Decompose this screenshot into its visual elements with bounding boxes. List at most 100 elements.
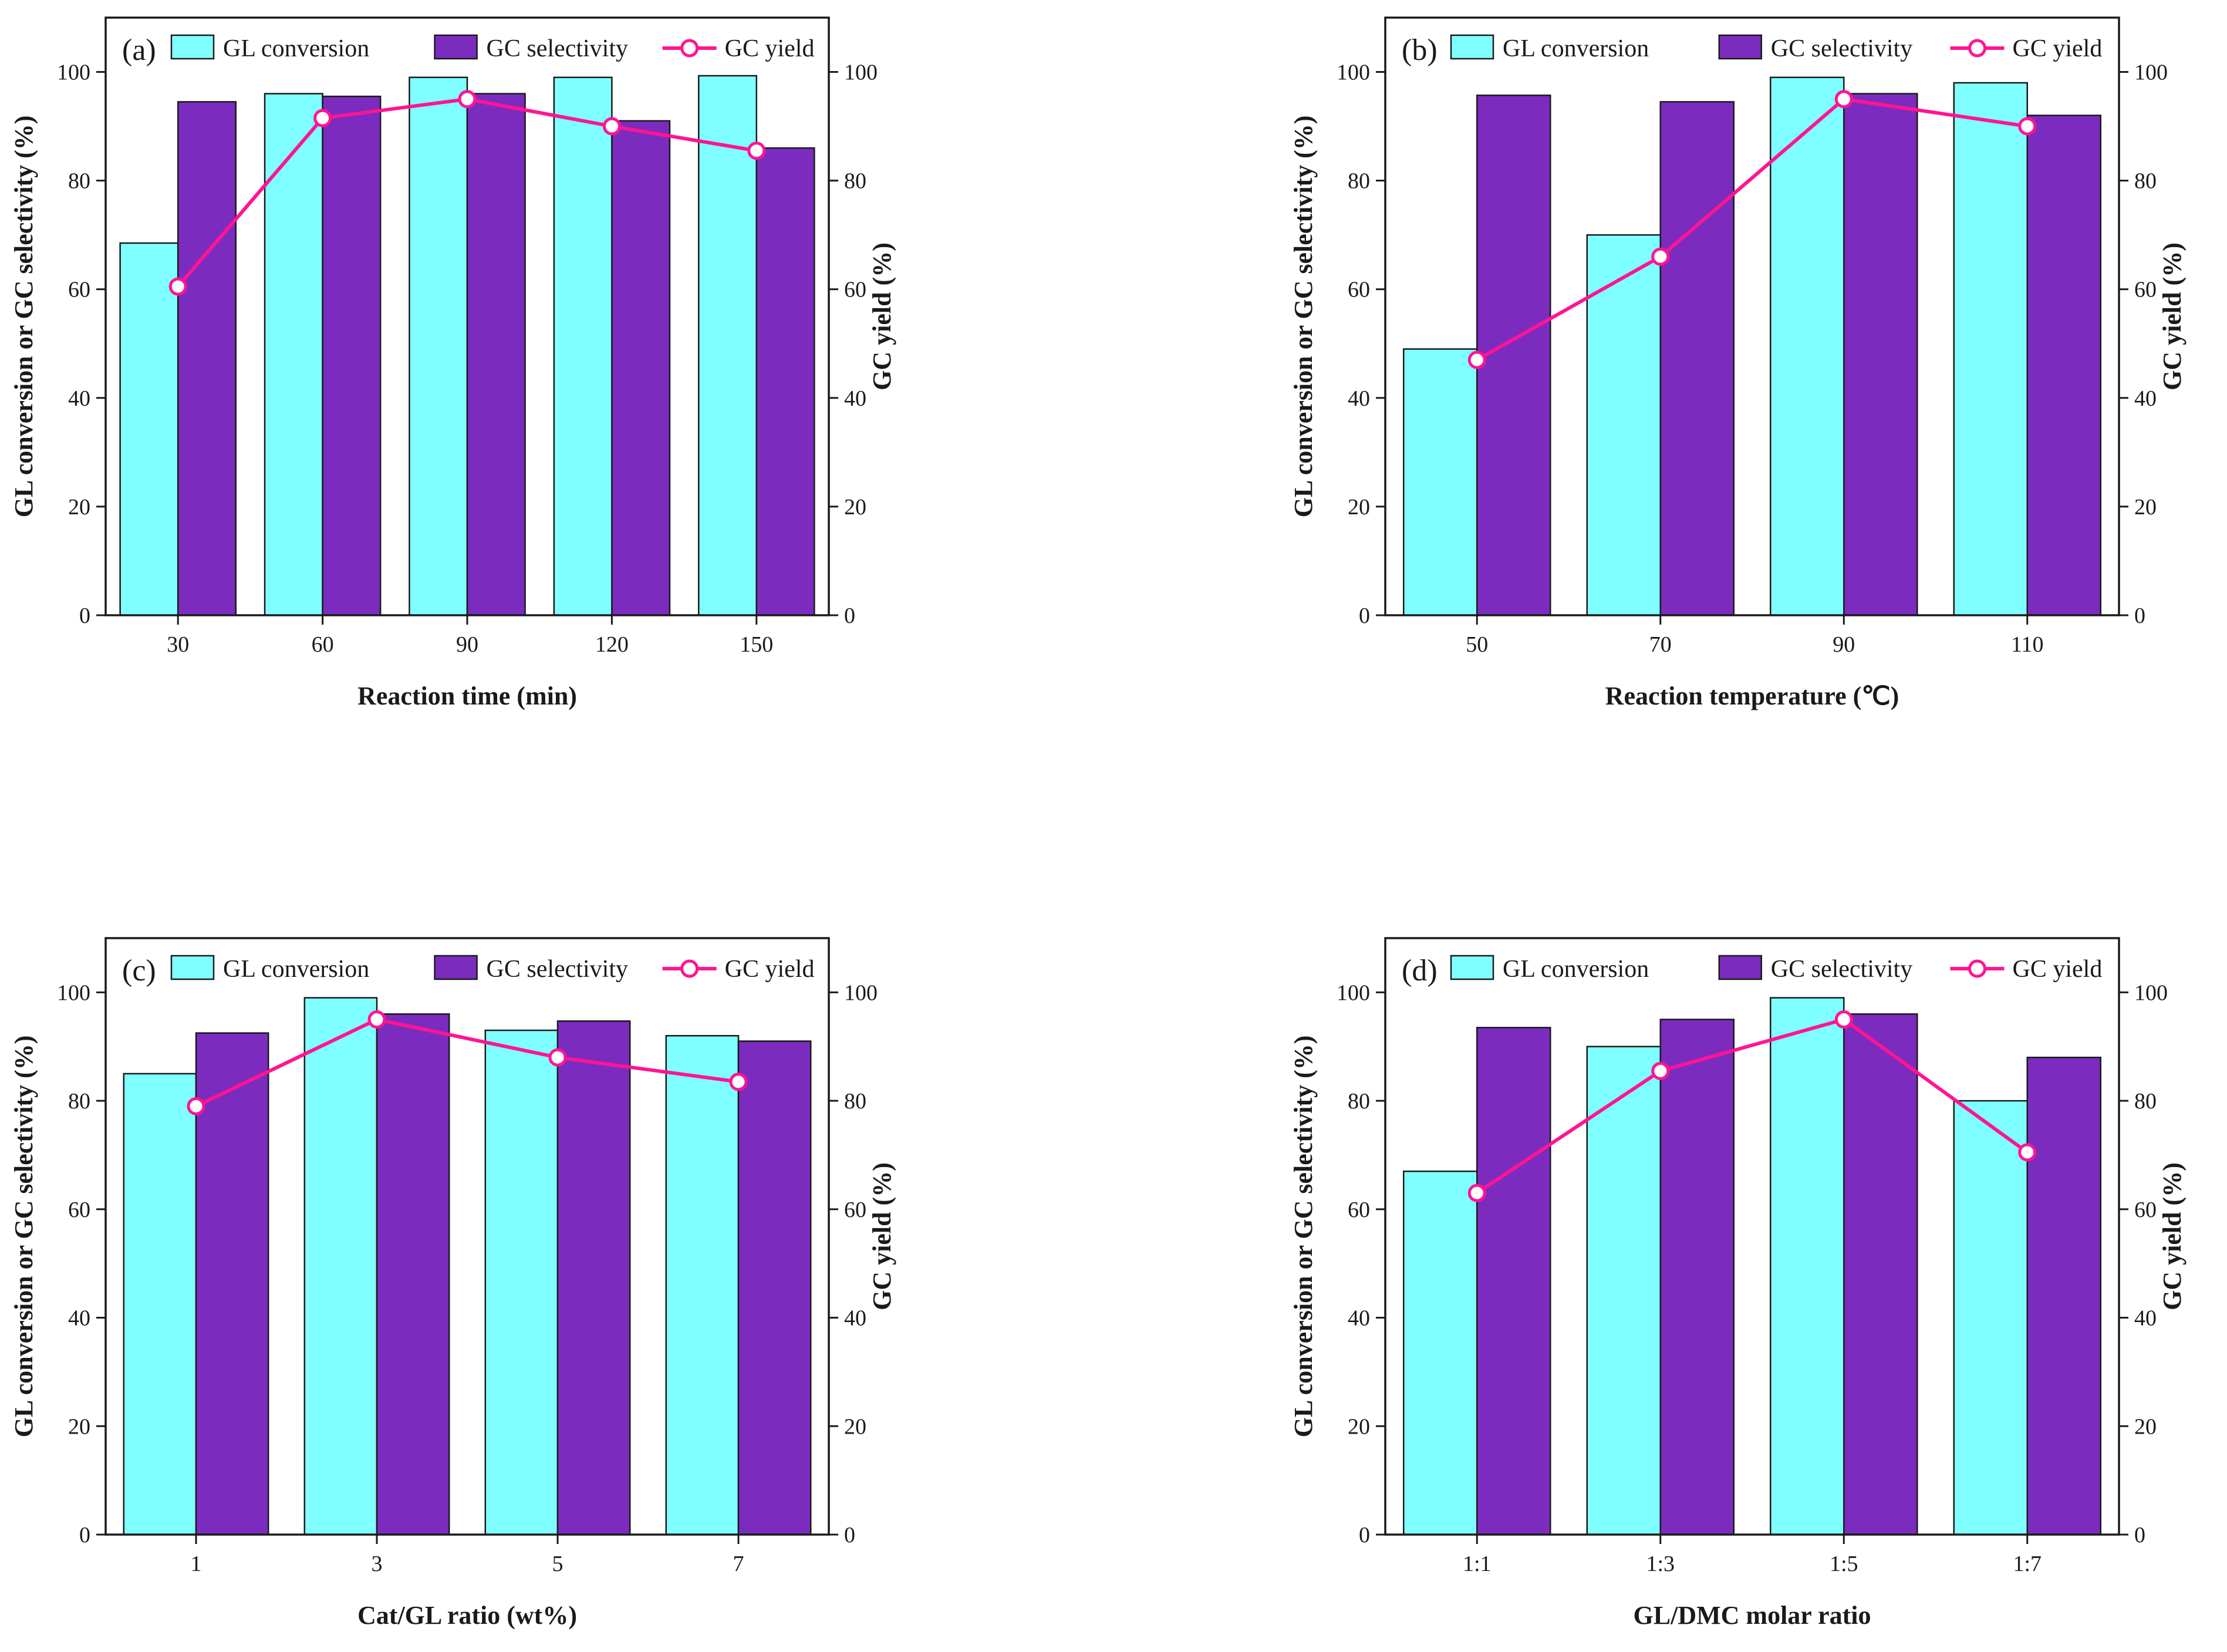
x-axis-title: Reaction time (min) bbox=[357, 682, 577, 710]
bar-gc-selectivity bbox=[195, 1032, 269, 1536]
x-tick-label: 3 bbox=[372, 1552, 383, 1576]
y-tick-label: 100 bbox=[1337, 980, 1370, 1005]
y-tick-label: 60 bbox=[68, 278, 90, 302]
legend-swatch-selectivity bbox=[434, 955, 478, 980]
y2-axis-title: GC yield (%) bbox=[868, 1162, 896, 1310]
gc-yield-point bbox=[602, 117, 621, 136]
gc-yield-point bbox=[2018, 1143, 2037, 1162]
y2-tick-label: 60 bbox=[844, 278, 866, 302]
y2-tick-label: 0 bbox=[844, 604, 855, 628]
y-axis-title: GL conversion or GC selectivity (%) bbox=[9, 116, 38, 518]
bar-gl-conversion bbox=[409, 76, 468, 616]
y2-tick-label: 60 bbox=[2134, 278, 2157, 302]
legend-label-selectivity: GC selectivity bbox=[487, 956, 628, 983]
plot-frame bbox=[104, 937, 830, 1536]
legend-label-conversion: GL conversion bbox=[223, 956, 369, 983]
y-tick-label: 40 bbox=[68, 1306, 90, 1331]
gc-yield-point bbox=[1651, 247, 1670, 266]
y-tick-label: 80 bbox=[68, 1089, 90, 1114]
gc-yield-point bbox=[1834, 1010, 1853, 1029]
x-tick-label: 1:3 bbox=[1646, 1552, 1675, 1576]
y-axis-title: GL conversion or GC selectivity (%) bbox=[1289, 1036, 1318, 1438]
x-tick-label: 70 bbox=[1649, 632, 1672, 657]
gc-yield-point bbox=[1834, 90, 1853, 109]
y2-tick-label: 0 bbox=[844, 1523, 855, 1548]
x-tick-label: 5 bbox=[552, 1552, 564, 1576]
y-tick-label: 60 bbox=[1348, 1198, 1370, 1222]
bar-gc-selectivity bbox=[1843, 93, 1918, 616]
y2-tick-label: 20 bbox=[2134, 1414, 2157, 1439]
y-tick-label: 0 bbox=[1359, 604, 1370, 628]
gc-yield-point bbox=[168, 277, 187, 296]
legend-swatch-conversion bbox=[1450, 955, 1494, 980]
legend-swatch-selectivity bbox=[1718, 34, 1762, 60]
legend-swatch-conversion bbox=[170, 34, 215, 60]
y-tick-label: 40 bbox=[1348, 386, 1370, 411]
gc-yield-point bbox=[2018, 117, 2037, 136]
bar-gl-conversion bbox=[1770, 997, 1845, 1536]
chart-panel-b: 0 0 20 20 40 40 60 60 80 80 100 100 50 70 90 110 Reactio… bbox=[1289, 16, 2186, 710]
y-tick-label: 80 bbox=[68, 169, 90, 194]
chart-panel-d: 0 0 20 20 40 40 60 60 80 80 100 100 1:1 1:3 1:5 1:7 GL/D… bbox=[1289, 937, 2186, 1630]
y-tick-label: 80 bbox=[1348, 1089, 1370, 1114]
y2-tick-label: 80 bbox=[2134, 1089, 2157, 1114]
gc-yield-point bbox=[1467, 350, 1486, 369]
bar-gc-selectivity bbox=[1843, 1013, 1918, 1536]
bar-gc-selectivity bbox=[556, 1020, 631, 1536]
y2-tick-label: 20 bbox=[2134, 495, 2157, 520]
x-tick-label: 150 bbox=[740, 632, 773, 657]
legend-label-yield: GC yield bbox=[725, 956, 815, 983]
gc-yield-line bbox=[195, 1017, 739, 1108]
y2-axis-title: GC yield (%) bbox=[2158, 242, 2186, 390]
bar-gl-conversion bbox=[1953, 82, 2028, 616]
bar-gl-conversion bbox=[697, 75, 758, 616]
bar-gl-conversion bbox=[123, 1073, 197, 1536]
y-tick-label: 60 bbox=[1348, 278, 1370, 302]
legend-label-selectivity: GC selectivity bbox=[1771, 35, 1912, 62]
bar-gc-selectivity bbox=[737, 1040, 812, 1536]
bar-gc-selectivity bbox=[1659, 101, 1735, 616]
legend-label-yield: GC yield bbox=[725, 35, 815, 62]
y-tick-label: 100 bbox=[57, 980, 90, 1005]
bar-gl-conversion bbox=[1586, 1046, 1661, 1536]
x-tick-label: 90 bbox=[1833, 632, 1855, 657]
legend-swatch-selectivity bbox=[1718, 955, 1762, 980]
legend-swatch-yield-marker bbox=[1968, 39, 1986, 58]
gc-yield-point bbox=[1467, 1184, 1486, 1202]
bar-gl-conversion bbox=[119, 242, 179, 616]
gc-yield-point bbox=[729, 1073, 748, 1091]
y-tick-label: 20 bbox=[1348, 495, 1370, 520]
y2-axis-title: GC yield (%) bbox=[2158, 1162, 2186, 1310]
gc-yield-point bbox=[458, 90, 477, 109]
x-tick-label: 1:7 bbox=[2013, 1552, 2042, 1576]
chart-panel-c: 0 0 20 20 40 40 60 60 80 80 100 100 1 3 5 7 Cat/GL ratio… bbox=[9, 937, 896, 1630]
bar-gc-selectivity bbox=[611, 120, 671, 616]
x-tick-label: 120 bbox=[595, 632, 629, 657]
y2-tick-label: 100 bbox=[2134, 980, 2168, 1005]
y-axis-title: GL conversion or GC selectivity (%) bbox=[9, 1036, 38, 1438]
legend-swatch-selectivity bbox=[434, 34, 478, 60]
legend-label-conversion: GL conversion bbox=[1503, 35, 1649, 62]
plot-frame bbox=[1384, 937, 2120, 1536]
x-tick-label: 7 bbox=[733, 1552, 744, 1576]
bar-gl-conversion bbox=[1953, 1100, 2028, 1536]
legend-label-conversion: GL conversion bbox=[223, 35, 369, 62]
bar-gl-conversion bbox=[303, 997, 378, 1536]
bar-gl-conversion bbox=[665, 1035, 740, 1536]
y-tick-label: 100 bbox=[57, 60, 90, 85]
y2-tick-label: 60 bbox=[2134, 1198, 2157, 1222]
bar-gc-selectivity bbox=[177, 101, 237, 616]
gc-yield-line bbox=[1476, 97, 2028, 362]
y-tick-label: 0 bbox=[79, 1523, 90, 1548]
x-axis-title: GL/DMC molar ratio bbox=[1634, 1601, 1871, 1630]
bar-gc-selectivity bbox=[376, 1013, 450, 1536]
y2-tick-label: 80 bbox=[844, 1089, 866, 1114]
gc-yield-point bbox=[747, 141, 766, 160]
y-tick-label: 0 bbox=[79, 604, 90, 628]
x-tick-label: 60 bbox=[312, 632, 334, 657]
x-tick-label: 50 bbox=[1466, 632, 1488, 657]
gc-yield-point bbox=[313, 109, 332, 127]
y-tick-label: 40 bbox=[68, 386, 90, 411]
legend-swatch-yield-marker bbox=[680, 39, 699, 58]
bar-gc-selectivity bbox=[2026, 114, 2101, 616]
